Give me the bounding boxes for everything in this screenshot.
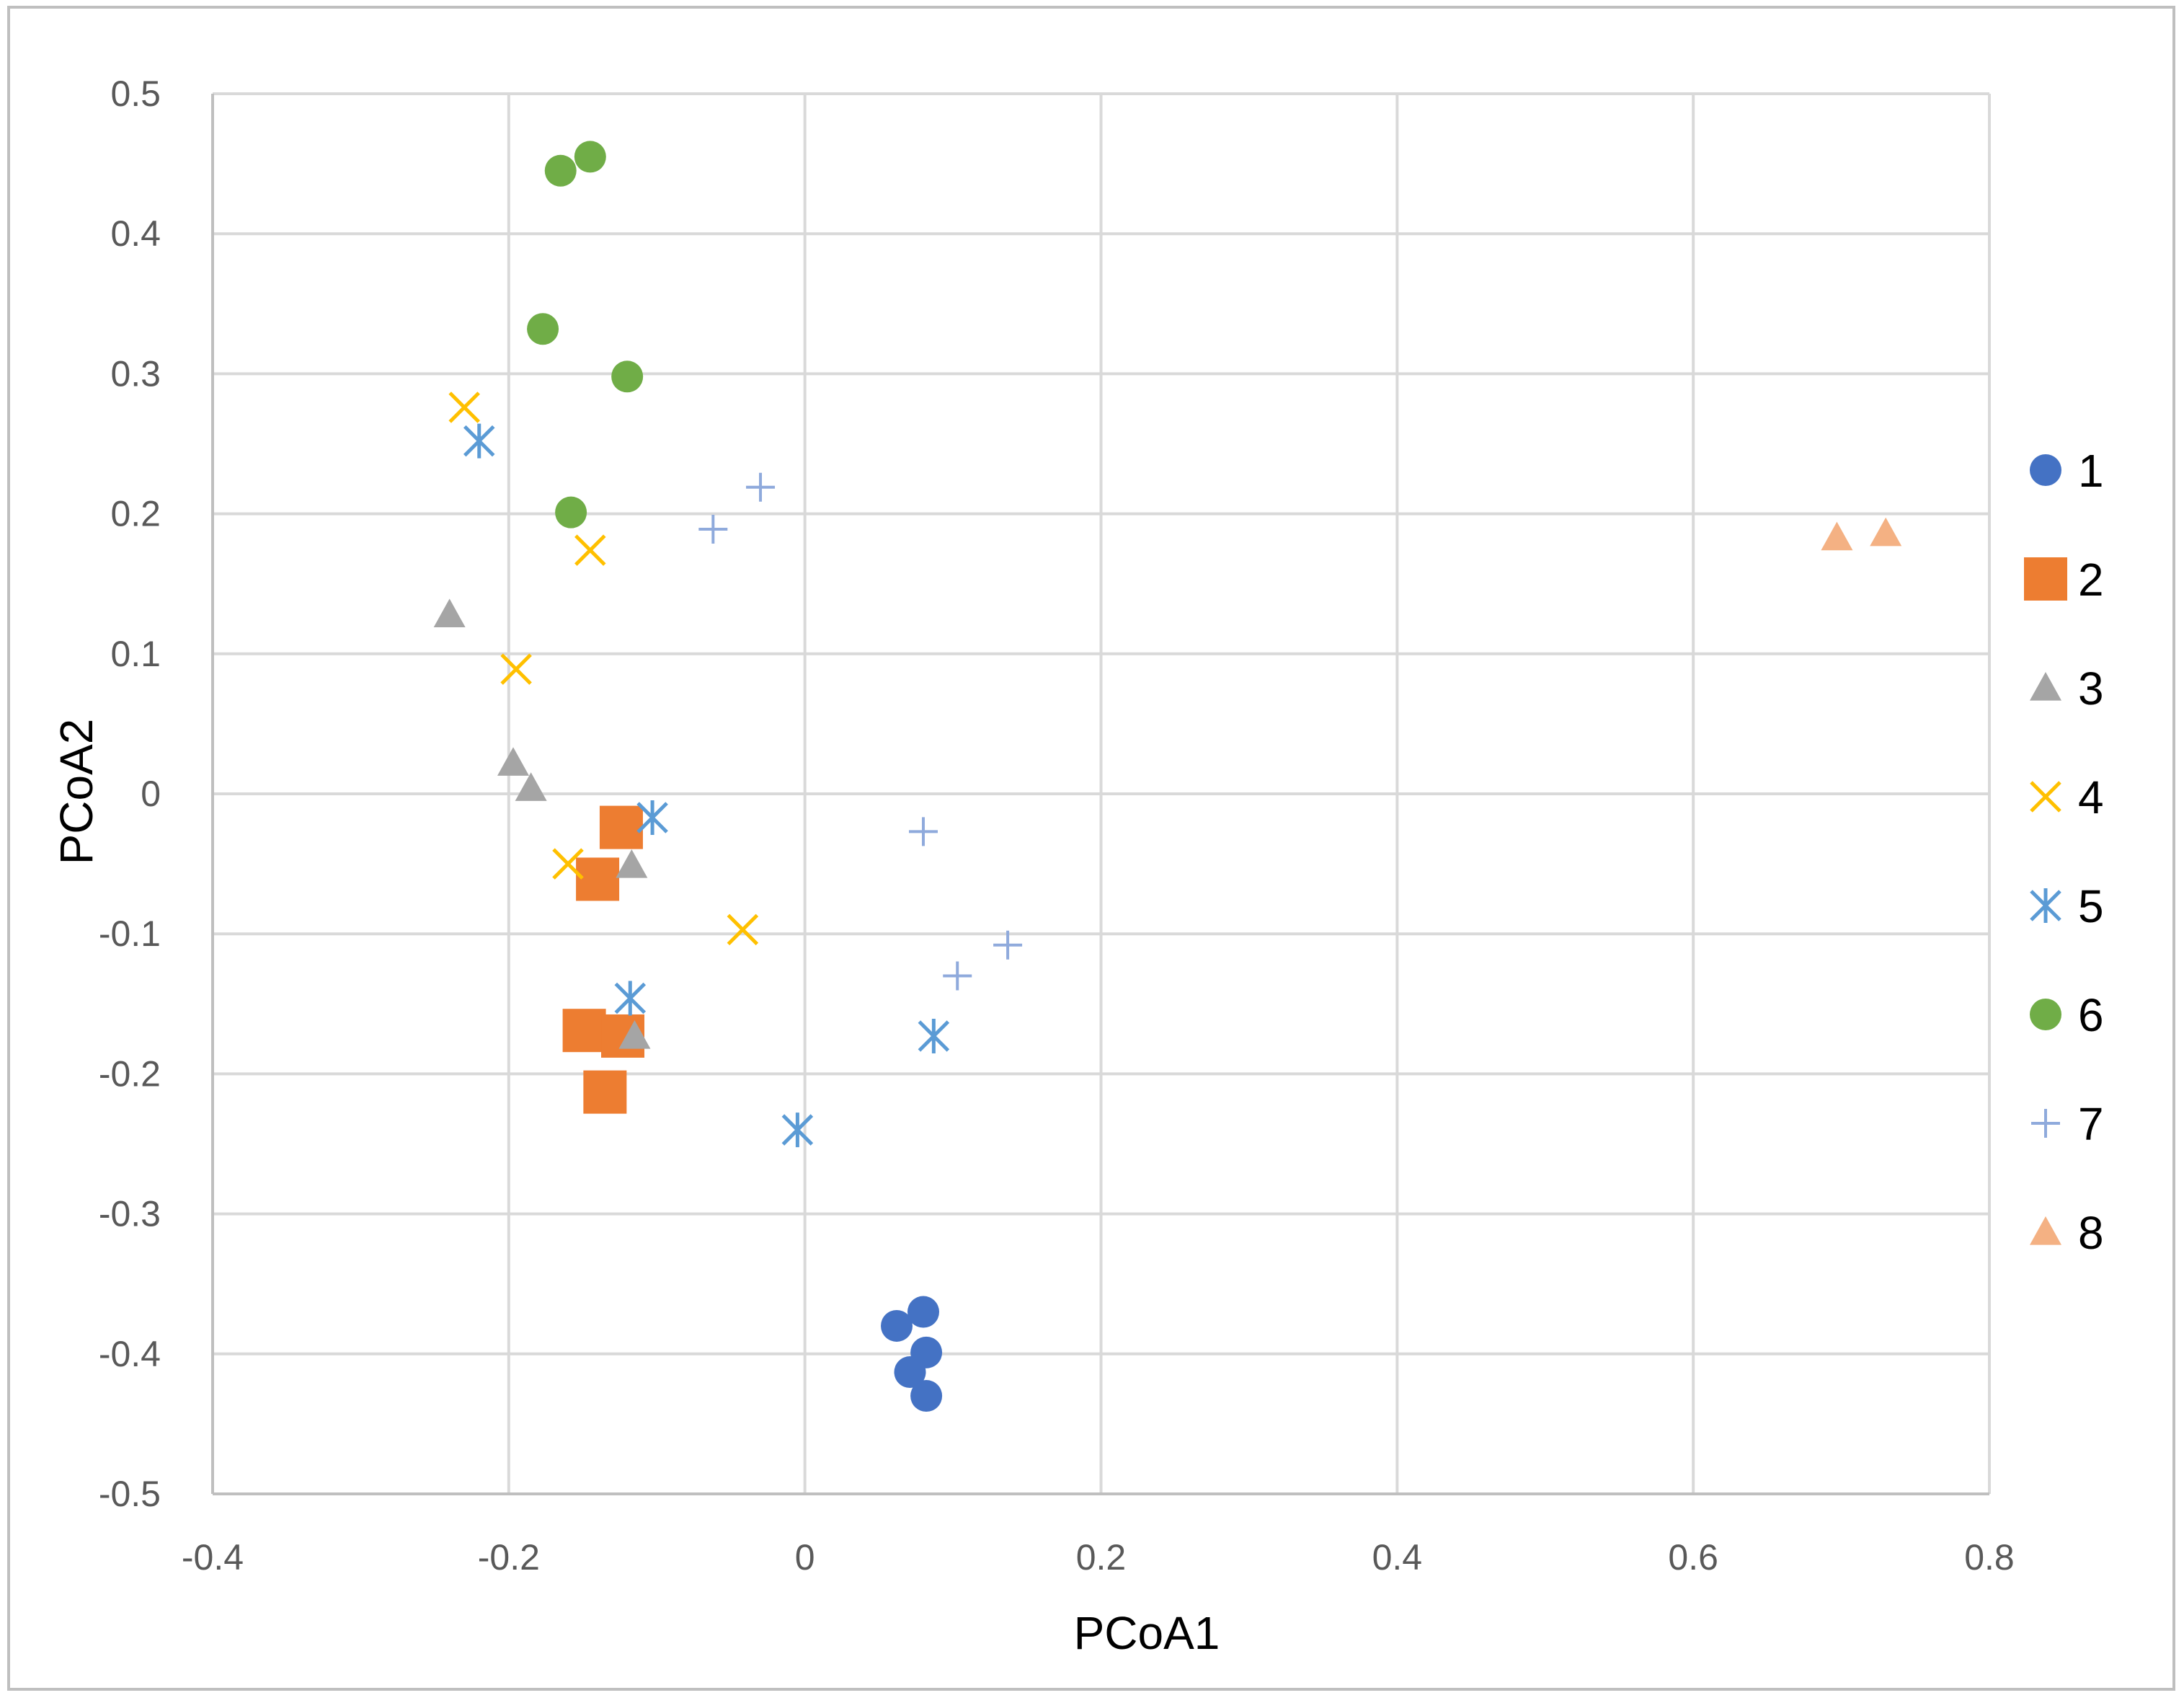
chart-border: [7, 6, 2175, 1691]
legend-label: 7: [2078, 1098, 2104, 1150]
legend-marker: [2030, 781, 2061, 813]
legend-marker: [2030, 672, 2061, 701]
y-tick-label: 0.3: [110, 353, 161, 394]
axes: [211, 94, 1989, 1495]
legend-label: 2: [2078, 554, 2104, 606]
legend-marker: [2024, 557, 2067, 601]
series-1-point: [907, 1296, 939, 1328]
series-7-point: [943, 961, 972, 991]
series-8-point: [1870, 517, 1902, 547]
legend-marker: [2031, 1109, 2060, 1138]
y-tick-label: -0.3: [99, 1194, 161, 1234]
legend-item-1: 1: [2030, 445, 2104, 497]
series-7-point: [993, 930, 1023, 960]
series-3-point: [616, 849, 648, 878]
series-6-point: [611, 360, 644, 393]
y-tick-label: 0.4: [110, 213, 161, 254]
series-3-point: [515, 772, 547, 801]
series-5-point: [463, 423, 495, 459]
series-6-point: [527, 313, 559, 345]
series-4-point: [552, 848, 584, 880]
gridlines: [213, 92, 1991, 1494]
x-tick-label: 0: [795, 1537, 815, 1578]
series-2-point: [562, 1009, 606, 1053]
legend-item-3: 3: [2030, 663, 2104, 715]
y-tick-label: 0.1: [110, 634, 161, 674]
legend-item-6: 6: [2030, 989, 2104, 1041]
x-tick-label: 0.4: [1372, 1537, 1423, 1578]
y-tick-label: -0.5: [99, 1474, 161, 1514]
x-tick-label: 0.2: [1076, 1537, 1127, 1578]
series-4-point: [500, 653, 532, 685]
legend-item-8: 8: [2030, 1207, 2104, 1259]
series-6-point: [574, 141, 606, 173]
y-tick-label: -0.4: [99, 1334, 161, 1374]
legend-label: 5: [2078, 880, 2104, 932]
series-5-point: [918, 1018, 950, 1053]
series-4-point: [574, 534, 606, 566]
data-points: [433, 141, 1902, 1412]
y-tick-label: -0.1: [99, 914, 161, 954]
y-tick-label: 0.2: [110, 494, 161, 534]
series-7-point: [909, 817, 938, 846]
series-3-point: [497, 747, 529, 776]
series-1-point: [894, 1356, 926, 1389]
y-axis-title: PCoA2: [50, 719, 102, 865]
series-3-point: [433, 598, 466, 628]
series-6-point: [544, 154, 577, 187]
legend-item-4: 4: [2030, 771, 2104, 823]
legend-item-7: 7: [2031, 1098, 2104, 1150]
series-6-point: [555, 496, 587, 528]
series-7-point: [746, 472, 776, 502]
x-tick-label: 0.8: [1964, 1537, 2015, 1578]
legend-marker: [2030, 454, 2061, 486]
series-1-point: [881, 1309, 913, 1342]
y-tick-label: 0: [141, 774, 161, 814]
x-axis-title: PCoA1: [1074, 1607, 1220, 1659]
legend-label: 8: [2078, 1207, 2104, 1259]
series-2-point: [583, 1070, 627, 1114]
y-tick-label: 0.5: [110, 74, 161, 114]
y-tick-label: -0.2: [99, 1053, 161, 1094]
x-tick-label: 0.6: [1668, 1537, 1718, 1578]
legend: 1 2 3 4 5 6 7 8: [2024, 445, 2104, 1259]
series-1-point: [910, 1380, 943, 1412]
series-4-point: [727, 914, 759, 946]
tick-labels: -0.4 -0.2 0 0.2 0.4 0.6 0.8 0.5 0.4 0.3 0.2 0.1 0 -0.…: [99, 74, 2015, 1578]
series-5-point: [614, 981, 647, 1016]
series-8-point: [1821, 521, 1853, 551]
legend-marker: [2030, 999, 2061, 1030]
x-tick-label: -0.2: [478, 1537, 540, 1578]
legend-item-2: 2: [2024, 554, 2104, 606]
series-2-point: [599, 805, 643, 849]
series-2-point: [576, 857, 620, 901]
legend-label: 3: [2078, 663, 2104, 715]
legend-label: 1: [2078, 445, 2104, 497]
x-tick-label: -0.4: [182, 1537, 244, 1578]
series-5-point: [636, 800, 668, 836]
legend-marker: [2030, 1216, 2061, 1245]
series-3-point: [618, 1019, 651, 1049]
legend-label: 4: [2078, 771, 2104, 823]
legend-label: 6: [2078, 989, 2104, 1041]
legend-marker: [2030, 888, 2061, 923]
series-7-point: [698, 514, 728, 544]
legend-item-5: 5: [2030, 880, 2104, 932]
series-5-point: [781, 1113, 814, 1148]
series-4-point: [448, 392, 480, 423]
